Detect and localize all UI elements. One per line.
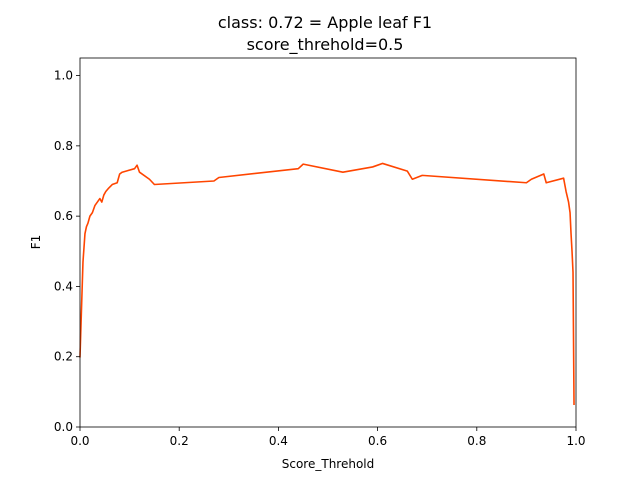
y-tick-label: 0.6: [54, 209, 73, 223]
y-tick-label: 0.2: [54, 350, 73, 364]
x-tick-label: 0.0: [70, 434, 89, 448]
x-axis-label: Score_Threhold: [282, 457, 375, 471]
x-tick-label: 0.4: [269, 434, 288, 448]
chart-subtitle: score_threhold=0.5: [247, 35, 404, 55]
x-tick-label: 0.6: [368, 434, 387, 448]
x-tick-label: 0.8: [467, 434, 486, 448]
x-tick-label: 1.0: [566, 434, 585, 448]
x-axis: 0.0 0.2 0.4 0.6 0.8 1.0: [70, 427, 586, 448]
plot-area: [79, 57, 577, 428]
series-line: [79, 162, 575, 405]
series-layer: [79, 162, 575, 405]
y-axis: 0.0 0.2 0.4 0.6 0.8 1.0: [54, 69, 80, 434]
y-tick-label: 0.0: [54, 420, 73, 434]
y-tick-label: 0.4: [54, 279, 73, 293]
chart-title: class: 0.72 = Apple leaf F1: [218, 13, 432, 32]
y-axis-label: F1: [29, 235, 43, 250]
x-tick-label: 0.2: [170, 434, 189, 448]
y-tick-label: 0.8: [54, 139, 73, 153]
y-tick-label: 1.0: [54, 69, 73, 83]
axes-frame: [79, 57, 577, 428]
